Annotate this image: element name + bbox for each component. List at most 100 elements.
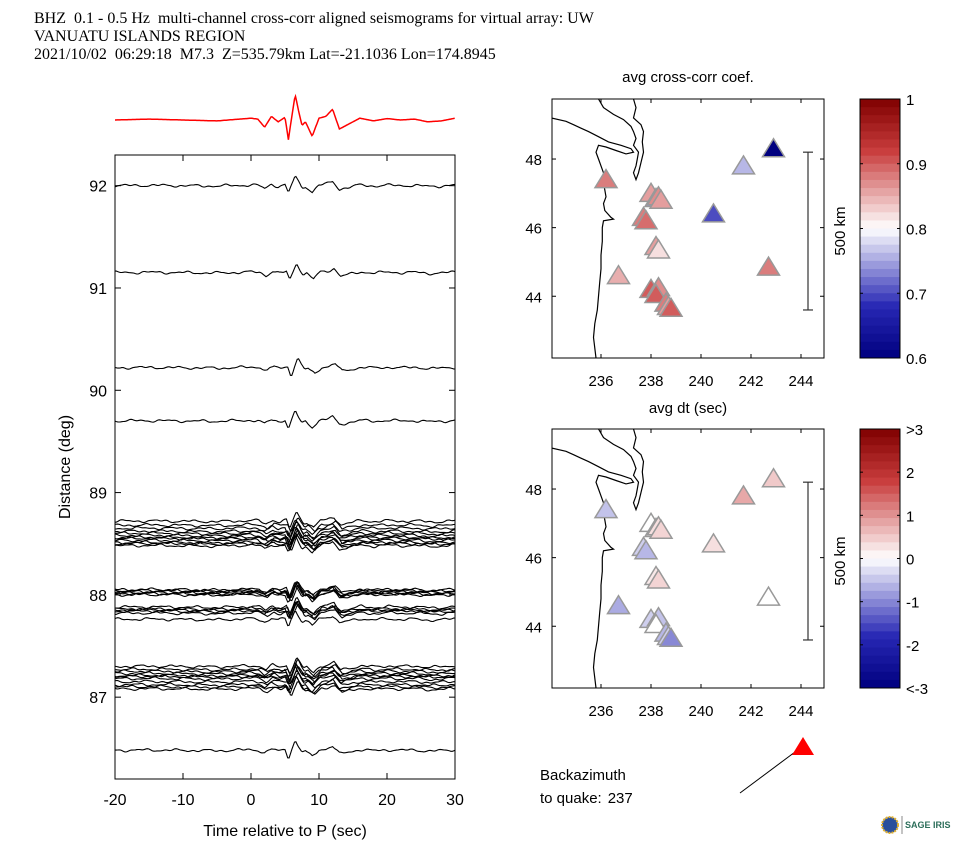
colorbar-tick-label: 0.7 [906, 286, 927, 303]
y-tick-label: 44 [525, 619, 542, 636]
station-marker[interactable] [761, 137, 786, 158]
station-marker[interactable] [756, 255, 781, 276]
y-axis-label: Distance (deg) [57, 415, 74, 519]
station-marker[interactable] [731, 154, 756, 175]
seismogram-trace [115, 596, 455, 615]
colorbar-segment [860, 268, 900, 278]
y-tick-label: 92 [89, 179, 107, 196]
colorbar-segment [860, 566, 900, 576]
colorbar-segment [860, 671, 900, 681]
x-tick-label: 236 [588, 703, 613, 720]
backazimuth-value: 237 [608, 790, 633, 807]
map1-title: avg cross-corr coef. [622, 69, 754, 86]
colorbar-segment [860, 139, 900, 149]
colorbar-tick-label: 0 [906, 552, 914, 569]
coastline [552, 99, 645, 358]
station-marker[interactable] [701, 532, 726, 553]
colorbar-segment [860, 639, 900, 649]
x-tick-label: 242 [738, 373, 763, 390]
colorbar-segment [860, 445, 900, 454]
seismogram-trace [115, 681, 455, 696]
record-section-plot: -20 -10 0 10 20 30 87 88 89 90 91 92 Time relative … [57, 154, 464, 840]
station-marker[interactable] [593, 168, 619, 189]
seismogram-trace [115, 532, 455, 552]
station-marker[interactable] [643, 613, 669, 634]
station-marker[interactable] [633, 539, 659, 560]
colorbar-segment [860, 534, 900, 543]
colorbar-segment [860, 469, 900, 479]
colorbar-segment [860, 461, 900, 470]
colorbar-segment [860, 293, 900, 302]
colorbar-segment [860, 317, 900, 327]
seismogram-trace [115, 175, 455, 194]
colorbar-tick-label: 0.9 [906, 157, 927, 174]
station-marker[interactable] [633, 209, 659, 230]
station-marker[interactable] [648, 518, 674, 539]
colorbar-segment [860, 615, 900, 624]
quake-direction-marker [792, 737, 814, 755]
colorbar-tick-label: 1 [906, 92, 914, 109]
station-marker[interactable] [658, 296, 684, 318]
station-marker[interactable] [606, 264, 631, 285]
x-tick-label: 240 [688, 373, 713, 390]
seismogram-trace [115, 666, 455, 685]
colorbar-segment [860, 244, 900, 254]
colorbar-segment [860, 550, 900, 559]
colorbar-segment [860, 542, 900, 551]
colorbar-segment [860, 179, 900, 189]
map2-frame [551, 428, 825, 689]
station-marker[interactable] [701, 202, 726, 223]
colorbar-segment [860, 131, 900, 140]
station-marker[interactable] [761, 467, 786, 488]
colorbar-segment [860, 204, 900, 213]
stacked-beam-trace [115, 93, 455, 140]
station-marker[interactable] [658, 626, 684, 648]
backazimuth-label-2: to quake: 237 [540, 790, 633, 807]
station-marker[interactable] [646, 568, 671, 589]
colorbar-segment [860, 590, 900, 600]
nsf-logo-icon [881, 816, 899, 834]
colorbar-segment [860, 325, 900, 335]
station-marker[interactable] [648, 188, 674, 209]
title-line-3: 2021/10/02 06:29:18 M7.3 Z=535.79km Lat=… [34, 46, 496, 63]
seismogram-trace [115, 527, 455, 546]
map-avg-crosscorr: avg cross-corr coef. 236 238 240 242 244 44 46… [525, 69, 927, 417]
colorbar-tick-label: 0.8 [906, 222, 927, 239]
seismogram-trace [115, 524, 455, 541]
station-marker[interactable] [646, 238, 671, 259]
colorbar-segment [860, 598, 900, 608]
station-marker[interactable] [643, 283, 669, 304]
station-marker[interactable] [606, 594, 631, 615]
colorbar-segment [860, 526, 900, 535]
colorbar-segment [860, 333, 900, 343]
colorbar-tick-label: -2 [906, 638, 919, 655]
colorbar-segment [860, 212, 900, 221]
station-marker[interactable] [731, 484, 756, 505]
colorbar-segment [860, 485, 900, 495]
y-tick-label: 89 [89, 486, 107, 503]
colorbar-segment [860, 663, 900, 673]
seismogram-trace [115, 358, 455, 376]
station-marker[interactable] [756, 585, 781, 606]
station-marker[interactable] [593, 498, 619, 519]
seismogram-trace [115, 676, 455, 695]
map-avg-dt: 236 238 240 242 244 44 46 48 500 km <-3 -2 -1 0 1 2 >… [525, 422, 928, 720]
seismogram-trace [115, 264, 455, 280]
seismogram-trace [115, 584, 455, 601]
colorbar-segment [860, 349, 900, 359]
y-tick-label: 46 [525, 551, 542, 568]
colorbar-segment [860, 171, 900, 181]
colorbar-segment [860, 155, 900, 165]
colorbar-segment [860, 631, 900, 640]
y-tick-label: 88 [89, 588, 107, 605]
sage-iris-logo: SAGE IRIS [880, 813, 960, 837]
colorbar-segment [860, 437, 900, 446]
colorbar-segment [860, 115, 900, 124]
colorbar-segment [860, 509, 900, 519]
seismogram-trace [115, 741, 455, 759]
coastline-segment [552, 117, 635, 358]
y-tick-label: 87 [89, 690, 107, 707]
seismogram-trace [115, 675, 455, 693]
seismogram-trace [115, 526, 455, 543]
